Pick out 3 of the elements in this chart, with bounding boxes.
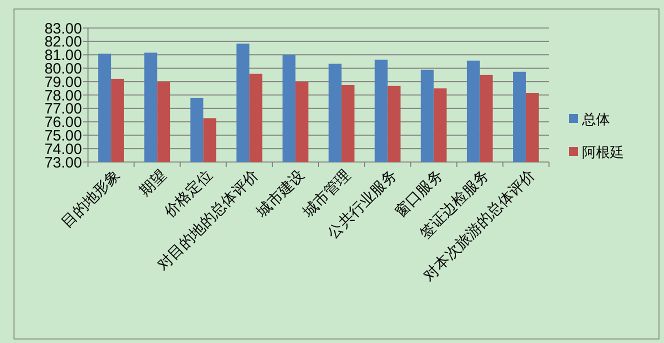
legend-label: 总体 <box>581 112 610 128</box>
legend-label: 阿根廷 <box>582 144 624 161</box>
x-tick-label: 期望 <box>136 166 170 200</box>
